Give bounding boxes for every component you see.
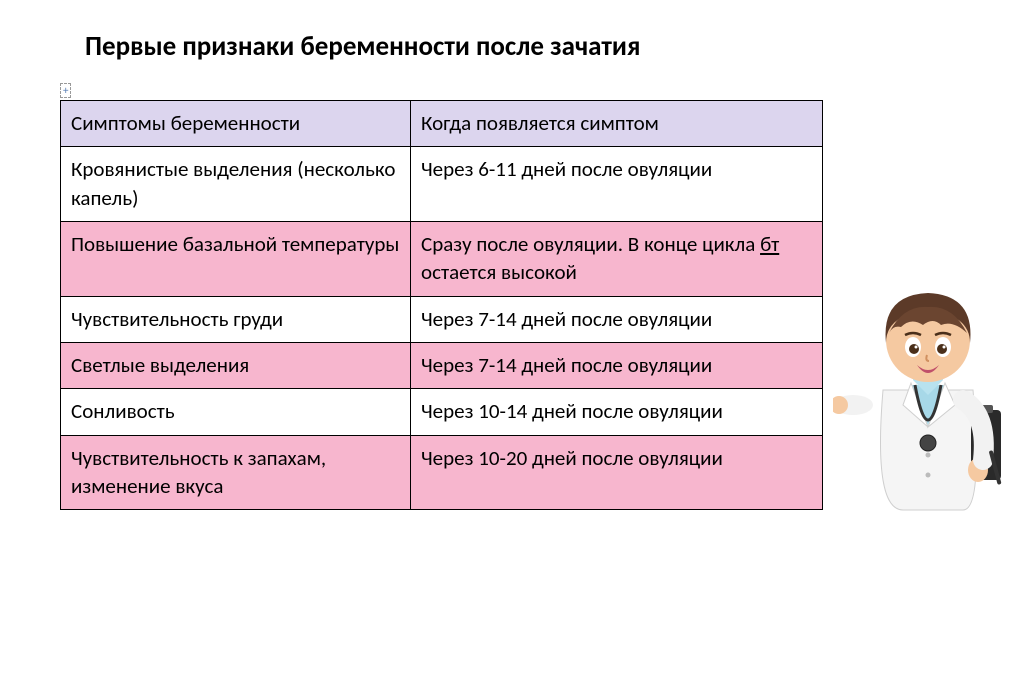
symptom-cell: Кровянистые выделения (несколько капель) xyxy=(61,147,411,222)
content-wrap: + Симптомы беременности Когда появляется… xyxy=(30,81,994,510)
symptom-cell: Чувствительность груди xyxy=(61,296,411,342)
symptoms-table: Симптомы беременности Когда появляется с… xyxy=(60,100,823,510)
timing-cell: Через 10-14 дней после овуляции xyxy=(411,389,823,435)
table-row: Чувствительность к запахам, изменение вк… xyxy=(61,435,823,510)
page-title: Первые признаки беременности после зачат… xyxy=(85,30,994,63)
table-row: Светлые выделения Через 7-14 дней после … xyxy=(61,343,823,389)
timing-cell: Через 7-14 дней после овуляции xyxy=(411,343,823,389)
table-area: + Симптомы беременности Когда появляется… xyxy=(60,81,823,510)
timing-cell: Через 10-20 дней после овуляции xyxy=(411,435,823,510)
header-timing: Когда появляется симптом xyxy=(411,101,823,147)
symptom-cell: Сонливость xyxy=(61,389,411,435)
symptom-cell: Светлые выделения xyxy=(61,343,411,389)
insert-marker: + xyxy=(60,83,71,98)
header-symptom: Симптомы беременности xyxy=(61,101,411,147)
doctor-illustration xyxy=(833,255,1013,515)
symptom-cell: Повышение базальной температуры xyxy=(61,222,411,297)
table-header-row: Симптомы беременности Когда появляется с… xyxy=(61,101,823,147)
timing-cell: Сразу после овуляции. В конце цикла бт о… xyxy=(411,222,823,297)
timing-cell: Через 7-14 дней после овуляции xyxy=(411,296,823,342)
timing-cell: Через 6-11 дней после овуляции xyxy=(411,147,823,222)
table-row: Чувствительность груди Через 7-14 дней п… xyxy=(61,296,823,342)
table-row: Сонливость Через 10-14 дней после овуляц… xyxy=(61,389,823,435)
symptom-cell: Чувствительность к запахам, изменение вк… xyxy=(61,435,411,510)
table-row: Повышение базальной температуры Сразу по… xyxy=(61,222,823,297)
table-row: Кровянистые выделения (несколько капель)… xyxy=(61,147,823,222)
